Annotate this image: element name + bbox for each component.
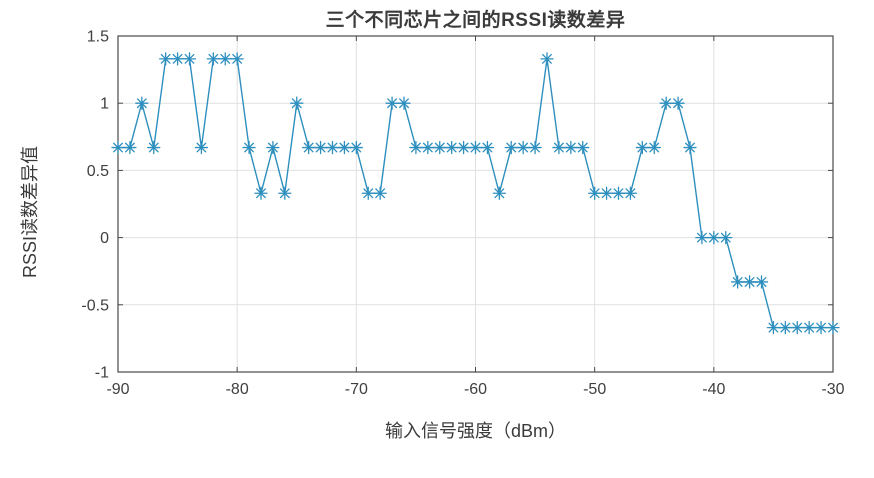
y-tick-label: -0.5: [81, 297, 109, 314]
x-tick-label: -30: [821, 381, 844, 398]
x-tick-label: -90: [106, 381, 129, 398]
data-point-marker: [218, 52, 232, 66]
data-point-marker: [790, 320, 804, 335]
data-point-marker: [719, 230, 733, 245]
data-point-marker: [170, 52, 185, 66]
x-axis-label: 输入信号强度（dBm）: [384, 421, 566, 441]
y-tick-label: 1: [100, 96, 109, 113]
x-tick-label: -40: [702, 381, 725, 398]
data-point-marker: [588, 186, 602, 200]
data-point-marker: [754, 275, 769, 289]
data-point-marker: [635, 140, 649, 155]
data-point-marker: [611, 186, 626, 200]
data-point-marker: [456, 140, 471, 155]
y-tick-label: 1.5: [87, 29, 109, 46]
data-point-marker: [147, 140, 161, 155]
data-point-marker: [290, 96, 304, 110]
chart-title: 三个不同芯片之间的RSSI读数差异: [325, 10, 626, 31]
y-tick-label: 0.5: [87, 163, 109, 180]
data-point-marker: [194, 140, 209, 155]
data-point-marker: [385, 96, 399, 110]
data-point-marker: [159, 52, 173, 66]
data-point-marker: [421, 140, 435, 155]
data-point-marker: [480, 140, 495, 155]
data-point-marker: [313, 140, 328, 155]
data-point-marker: [325, 140, 340, 155]
data-point-marker: [516, 140, 530, 155]
data-point-marker: [349, 140, 363, 155]
data-point-marker: [504, 140, 518, 155]
data-point-marker: [409, 140, 423, 155]
data-point-marker: [802, 320, 816, 335]
data-point-marker: [814, 320, 828, 335]
data-point-marker: [445, 140, 459, 155]
data-point-marker: [742, 275, 757, 289]
data-point-marker: [361, 186, 375, 200]
data-point-marker: [468, 140, 483, 155]
data-point-marker: [623, 186, 638, 200]
data-point-marker: [123, 140, 137, 155]
data-point-marker: [397, 96, 411, 110]
data-point-marker: [576, 140, 590, 155]
data-point-marker: [599, 186, 614, 200]
data-point-marker: [266, 140, 280, 155]
data-point-marker: [242, 140, 256, 155]
data-point-marker: [111, 140, 125, 155]
data-point-marker: [695, 230, 709, 245]
x-tick-label: -70: [345, 381, 368, 398]
data-point-marker: [254, 186, 268, 200]
data-point-marker: [206, 52, 220, 66]
data-point-marker: [278, 186, 292, 200]
data-point-marker: [671, 96, 685, 110]
data-point-marker: [373, 186, 387, 200]
x-tick-label: -80: [226, 381, 249, 398]
data-point-marker: [302, 140, 316, 155]
data-point-marker: [230, 52, 244, 66]
data-point-marker: [564, 140, 578, 155]
data-point-marker: [492, 186, 506, 200]
data-point-marker: [826, 320, 840, 335]
y-tick-label: -1: [95, 365, 109, 382]
y-tick-label: 0: [100, 230, 109, 247]
data-point-marker: [766, 320, 781, 335]
data-point-marker: [528, 140, 542, 155]
data-point-marker: [647, 140, 661, 155]
data-point-marker: [433, 140, 447, 155]
data-point-marker: [778, 320, 792, 335]
data-point-marker: [540, 52, 554, 66]
data-point-marker: [135, 96, 149, 110]
x-tick-label: -60: [464, 381, 487, 398]
data-point-marker: [659, 96, 673, 110]
data-point-marker: [182, 52, 197, 66]
data-point-marker: [707, 230, 721, 245]
data-point-marker: [552, 140, 566, 155]
data-point-marker: [731, 275, 745, 289]
x-tick-label: -50: [583, 381, 606, 398]
data-point-marker: [683, 140, 697, 155]
data-point-marker: [337, 140, 352, 155]
